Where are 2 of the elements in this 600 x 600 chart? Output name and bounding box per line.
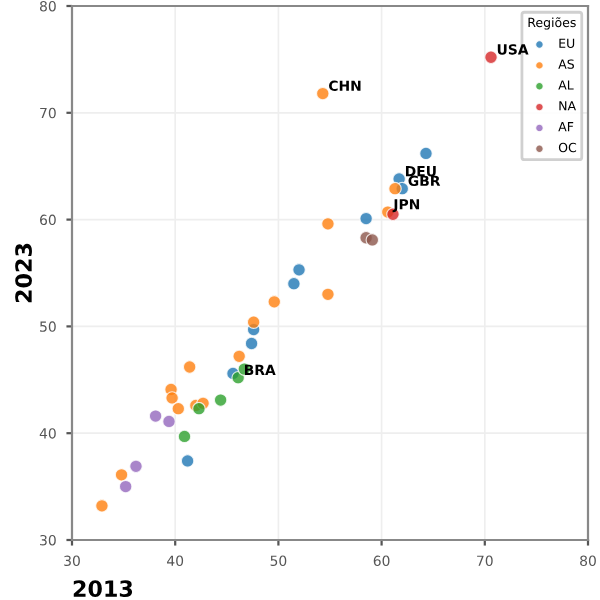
y-axis-title: 2023 [15,243,32,303]
x-axis-title: 2013 [73,580,133,598]
